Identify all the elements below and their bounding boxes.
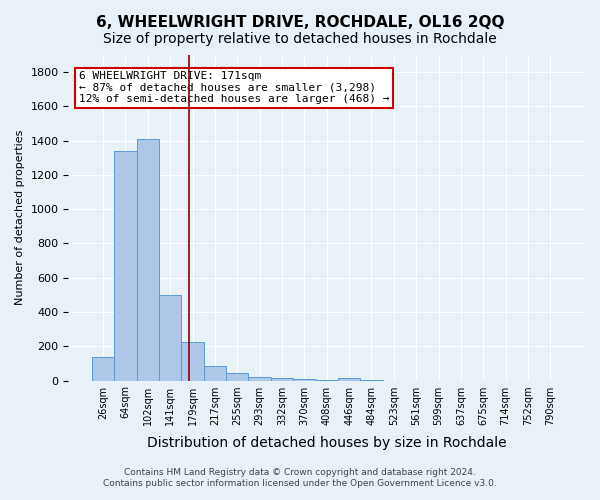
Bar [338, 378, 360, 380]
Bar [114, 151, 137, 380]
Bar [92, 356, 114, 380]
Bar [204, 366, 226, 380]
Bar [226, 373, 248, 380]
Bar [181, 342, 204, 380]
Bar [271, 378, 293, 380]
Bar [137, 139, 159, 380]
Bar [293, 379, 316, 380]
Y-axis label: Number of detached properties: Number of detached properties [15, 130, 25, 306]
Text: Size of property relative to detached houses in Rochdale: Size of property relative to detached ho… [103, 32, 497, 46]
Bar [159, 295, 181, 380]
Text: 6, WHEELWRIGHT DRIVE, ROCHDALE, OL16 2QQ: 6, WHEELWRIGHT DRIVE, ROCHDALE, OL16 2QQ [96, 15, 504, 30]
Bar [248, 377, 271, 380]
X-axis label: Distribution of detached houses by size in Rochdale: Distribution of detached houses by size … [147, 436, 506, 450]
Text: Contains HM Land Registry data © Crown copyright and database right 2024.
Contai: Contains HM Land Registry data © Crown c… [103, 468, 497, 487]
Text: 6 WHEELWRIGHT DRIVE: 171sqm
← 87% of detached houses are smaller (3,298)
12% of : 6 WHEELWRIGHT DRIVE: 171sqm ← 87% of det… [79, 72, 389, 104]
